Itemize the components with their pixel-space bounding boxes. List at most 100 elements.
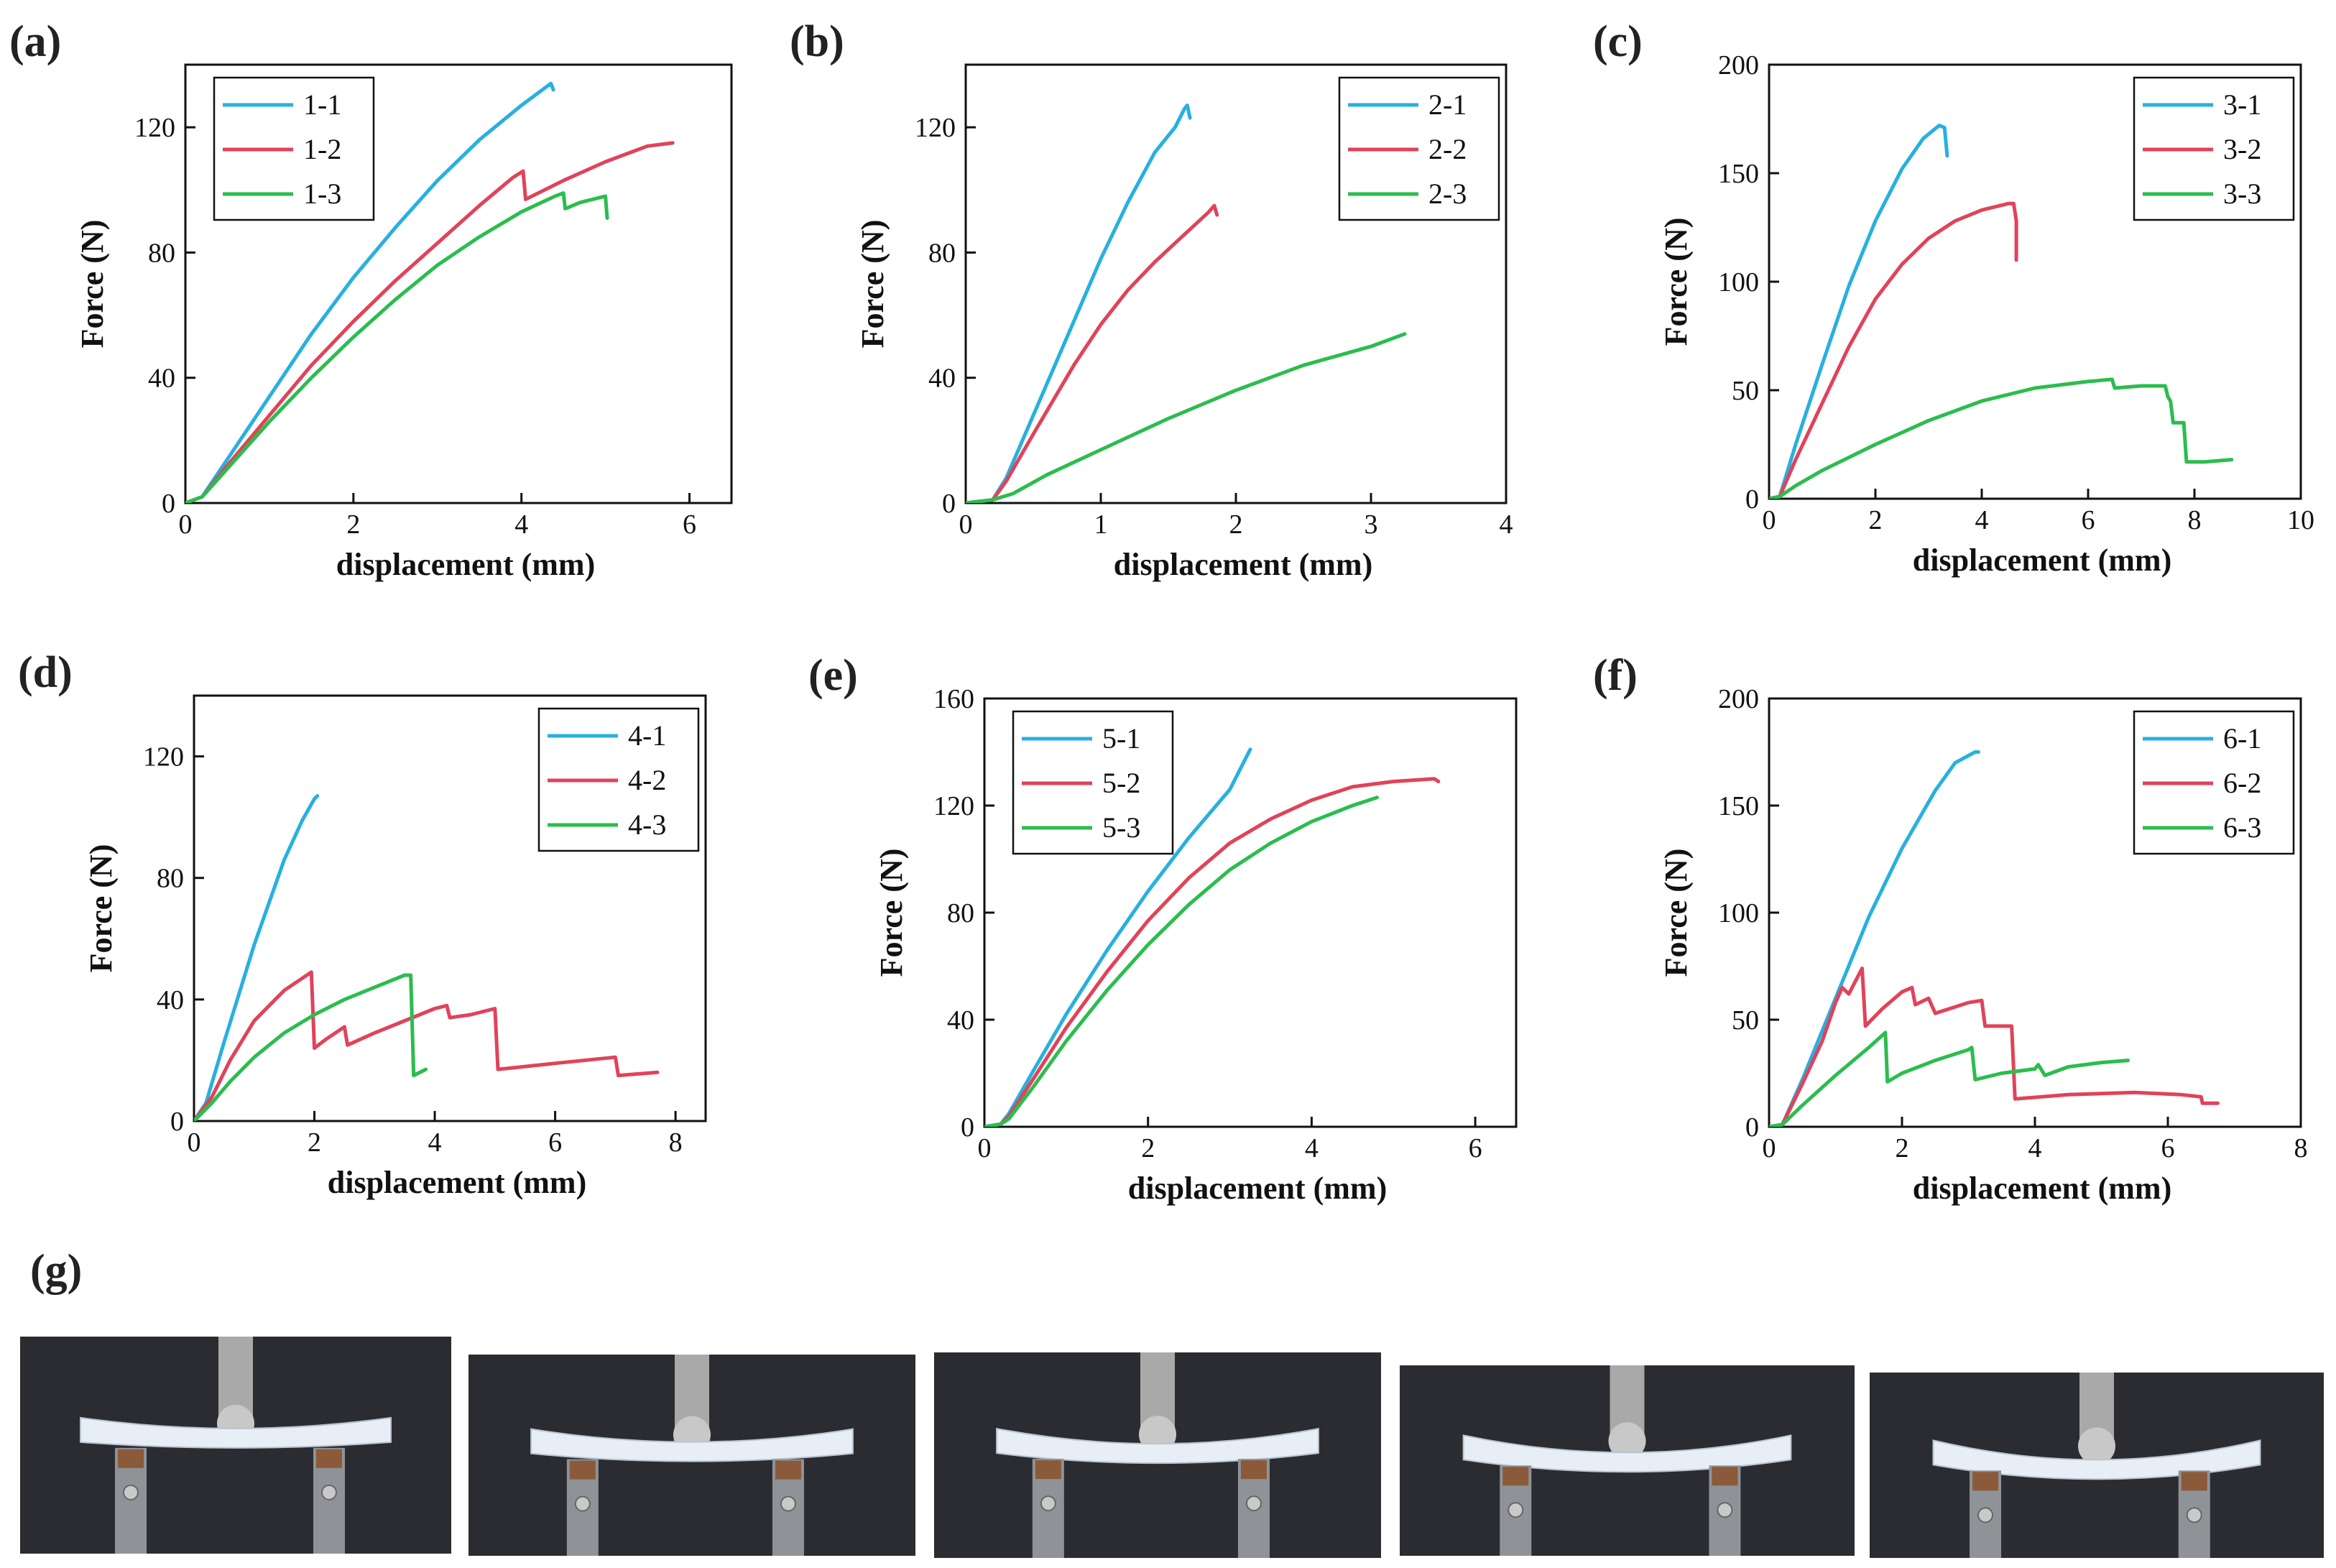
legend-label: 3-1 — [2223, 88, 2261, 121]
y-tick-label: 160 — [933, 684, 974, 714]
support-rust — [1972, 1472, 1999, 1491]
support-screw-icon — [1040, 1495, 1056, 1512]
test-photo-3 — [934, 1352, 1381, 1558]
support-rust — [569, 1460, 596, 1480]
legend: 5-1 5-2 5-3 — [1012, 710, 1174, 855]
x-tick-label: 8 — [669, 1127, 683, 1158]
y-tick-label: 120 — [134, 113, 175, 143]
loading-pin-tip — [1608, 1422, 1646, 1460]
y-tick-label: 50 — [1732, 376, 1759, 406]
series-line-3-2 — [1769, 201, 2018, 499]
legend: 1-1 1-2 1-3 — [213, 76, 375, 221]
x-tick-label: 4 — [1305, 1133, 1319, 1163]
series-line-6-1 — [1769, 750, 1980, 1127]
support-rust — [775, 1460, 801, 1480]
y-tick-label: 40 — [148, 364, 175, 394]
x-tick-label: 2 — [346, 509, 360, 540]
legend: 2-1 2-2 2-3 — [1338, 76, 1500, 221]
x-axis-title: displacement (mm) — [336, 547, 596, 582]
panel-letter-d: (d) — [18, 648, 73, 697]
support-rust — [1035, 1460, 1061, 1480]
x-axis-title: displacement (mm) — [328, 1165, 587, 1200]
legend-label: 5-1 — [1102, 722, 1140, 755]
series-line-2-3 — [966, 332, 1407, 503]
legend-label: 4-3 — [628, 808, 666, 841]
x-axis-title: displacement (mm) — [1114, 547, 1373, 582]
x-tick-label: 4 — [514, 509, 528, 540]
support-screw-icon — [2186, 1507, 2202, 1523]
series-line-2-2 — [966, 203, 1219, 503]
y-axis-title: Force (N) — [1658, 218, 1694, 346]
y-axis-title: Force (N) — [855, 220, 890, 349]
legend-label: 1-3 — [303, 177, 341, 210]
specimen-beam — [996, 1427, 1319, 1465]
series-line-1-2 — [185, 141, 675, 503]
support-screw-icon — [321, 1484, 337, 1500]
y-tick-label: 100 — [1718, 898, 1759, 928]
x-tick-label: 0 — [188, 1127, 201, 1158]
y-tick-label: 150 — [1718, 159, 1759, 189]
y-tick-label: 0 — [961, 1112, 974, 1143]
y-tick-label: 120 — [143, 742, 184, 773]
legend-label: 6-1 — [2223, 722, 2261, 755]
photo-strip: (g) — [20, 1246, 2324, 1558]
legend-label: 2-3 — [1428, 177, 1467, 210]
legend-label: 4-2 — [628, 764, 666, 796]
x-tick-label: 6 — [1469, 1133, 1482, 1163]
x-tick-label: 4 — [2028, 1133, 2042, 1163]
x-tick-label: 2 — [308, 1127, 321, 1158]
series-line-5-2 — [984, 777, 1441, 1127]
y-tick-label: 120 — [933, 791, 974, 821]
legend-label: 5-3 — [1102, 811, 1140, 844]
support-screw-icon — [1717, 1502, 1733, 1518]
series-line-3-3 — [1769, 377, 2234, 499]
chart-f: (f) 0 2 4 6 8 0 50 100 150 200 displacement (mm) For… — [1593, 651, 2308, 1206]
legend-label: 3-2 — [2223, 133, 2261, 165]
legend-label: 4-1 — [628, 719, 666, 752]
panel-letter-a: (a) — [9, 17, 61, 66]
support-rust — [2181, 1472, 2207, 1491]
x-axis-title: displacement (mm) — [1913, 1171, 2172, 1206]
panel-letter-f: (f) — [1593, 651, 1638, 700]
y-tick-label: 40 — [947, 1005, 974, 1036]
support-screw-icon — [123, 1484, 139, 1500]
series-line-4-2 — [194, 970, 660, 1121]
support-screw-icon — [1245, 1495, 1262, 1512]
support-rust — [118, 1449, 144, 1468]
x-tick-label: 4 — [1975, 505, 1989, 535]
y-tick-label: 120 — [915, 113, 956, 143]
series-line-1-1 — [185, 81, 555, 503]
x-axis-title: displacement (mm) — [1128, 1171, 1388, 1206]
specimen-beam — [530, 1428, 854, 1462]
x-tick-label: 8 — [2188, 505, 2202, 535]
y-tick-label: 0 — [170, 1107, 184, 1137]
panel-letter-b: (b) — [790, 17, 844, 66]
x-tick-label: 1 — [1094, 509, 1108, 540]
y-tick-label: 80 — [947, 898, 974, 928]
support-rust — [1240, 1460, 1267, 1480]
y-tick-label: 0 — [1745, 484, 1759, 515]
legend-label: 1-1 — [303, 88, 341, 121]
x-tick-label: 8 — [2294, 1133, 2308, 1163]
y-tick-label: 40 — [928, 364, 956, 394]
test-photo-5 — [1870, 1373, 2324, 1558]
support-screw-icon — [1977, 1507, 1994, 1523]
series-line-4-3 — [194, 973, 428, 1121]
x-tick-label: 6 — [2161, 1133, 2175, 1163]
chart-a: (a) 0 2 4 6 0 40 80 120 displacement (mm) Force (N… — [9, 17, 733, 582]
test-photo-2 — [468, 1355, 915, 1556]
x-tick-label: 2 — [1896, 1133, 1909, 1163]
y-tick-label: 80 — [157, 864, 184, 894]
y-tick-label: 100 — [1718, 267, 1759, 298]
x-tick-label: 2 — [1141, 1133, 1155, 1163]
y-axis-title: Force (N) — [75, 220, 110, 349]
legend: 4-1 4-2 4-3 — [537, 707, 700, 852]
legend-label: 3-3 — [2223, 177, 2261, 210]
series-line-6-3 — [1769, 1030, 2130, 1127]
loading-pin-tip — [2078, 1427, 2115, 1465]
y-tick-label: 0 — [942, 489, 956, 519]
y-tick-label: 0 — [1745, 1112, 1759, 1143]
